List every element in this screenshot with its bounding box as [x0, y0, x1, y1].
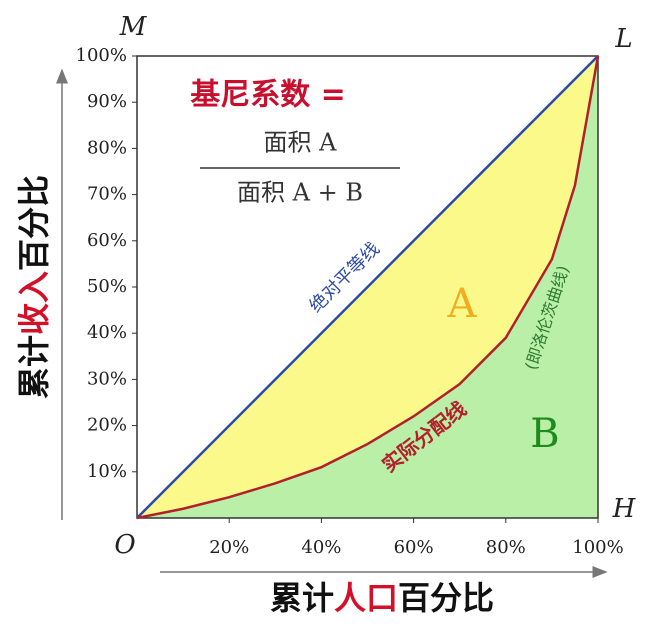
- y-tick-label: 50%: [87, 276, 127, 297]
- y-tick-label: 30%: [87, 368, 127, 389]
- x-tick-label: 80%: [486, 537, 526, 558]
- series-line: [136, 55, 599, 519]
- formula-numerator: 面积 A: [264, 129, 338, 157]
- x-tick-label: 100%: [572, 537, 623, 558]
- formula-denominator: 面积 A + B: [237, 179, 363, 207]
- x-tick-label: 60%: [394, 537, 434, 558]
- y-axis-title: 累计收入百分比: [15, 175, 53, 399]
- y-tick-label: 70%: [87, 184, 127, 205]
- formula-lhs: 基尼系数 =: [190, 78, 346, 113]
- y-axis-title-part: 累计: [15, 335, 53, 399]
- y-tick-label: 10%: [87, 461, 127, 482]
- y-axis-title-part: 百分比: [15, 175, 53, 271]
- x-tick-label: 20%: [209, 537, 249, 558]
- y-tick-label: 90%: [87, 91, 127, 112]
- x-axis-title-part: 累计: [270, 579, 334, 617]
- y-tick-label: 20%: [87, 415, 127, 436]
- series-line: [136, 55, 600, 520]
- corner-label: H: [612, 494, 637, 524]
- y-tick-label: 60%: [87, 230, 127, 251]
- area-b-label: B: [530, 411, 559, 457]
- x-axis-title-part: 人口: [334, 579, 398, 617]
- corner-label: M: [119, 12, 148, 42]
- y-axis-title-part: 收入: [15, 271, 53, 335]
- corner-label: O: [114, 530, 135, 560]
- y-tick-label: 100%: [76, 45, 127, 66]
- x-axis-title-part: 百分比: [398, 579, 494, 617]
- area-a-label: A: [447, 281, 478, 327]
- area-b: [137, 56, 598, 518]
- x-tick-label: 40%: [301, 537, 341, 558]
- y-tick-label: 40%: [87, 322, 127, 343]
- x-axis-title: 累计人口百分比: [270, 579, 494, 617]
- corner-label: L: [614, 24, 632, 54]
- y-tick-label: 80%: [87, 137, 127, 158]
